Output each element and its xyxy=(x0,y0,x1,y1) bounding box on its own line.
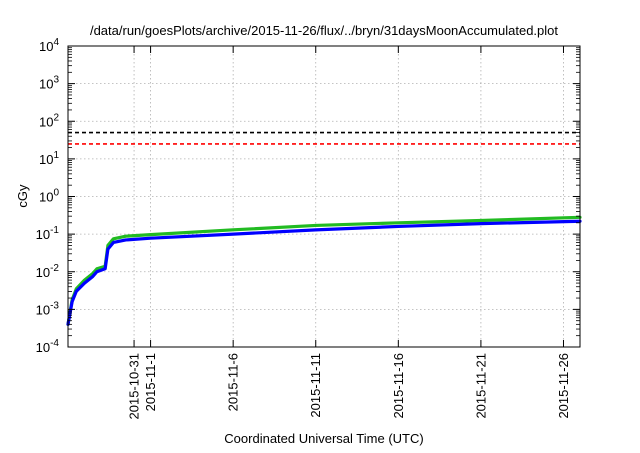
x-tick-label: 2015-10-31 xyxy=(127,353,142,420)
y-tick-base: 10 xyxy=(36,265,50,280)
y-tick-label: 10-4 xyxy=(36,338,60,355)
y-tick-label: 10-1 xyxy=(36,225,60,242)
data-series xyxy=(66,215,582,326)
x-axis-title: Coordinated Universal Time (UTC) xyxy=(224,431,423,446)
y-tick-exponent: -2 xyxy=(50,263,59,274)
y-tick-exponent: -1 xyxy=(50,225,59,236)
x-tick-label: 2015-11-11 xyxy=(308,353,323,418)
y-tick-base: 10 xyxy=(36,227,50,242)
y-tick-exponent: 4 xyxy=(53,37,59,48)
y-tick-label: 102 xyxy=(39,112,59,129)
y-tick-label: 101 xyxy=(39,150,59,167)
x-tick-label: 2015-11-26 xyxy=(556,353,571,419)
y-tick-base: 10 xyxy=(39,77,53,92)
y-tick-exponent: 1 xyxy=(53,150,59,161)
y-tick-label: 10-3 xyxy=(36,300,60,317)
x-tick-label: 2015-11-16 xyxy=(391,353,406,419)
series-line-1 xyxy=(66,215,582,326)
grid-lines xyxy=(68,45,580,348)
series-line-2 xyxy=(66,219,582,326)
y-tick-base: 10 xyxy=(39,114,53,129)
y-tick-label: 100 xyxy=(39,188,59,205)
x-tick-label: 2015-11-1 xyxy=(143,353,158,411)
tick-labels: 10-410-310-210-11001011021031042015-10-3… xyxy=(36,37,571,420)
y-tick-label: 104 xyxy=(39,37,59,54)
y-tick-label: 10-2 xyxy=(36,263,60,280)
x-tick-label: 2015-11-21 xyxy=(473,353,488,419)
y-tick-base: 10 xyxy=(39,39,53,54)
y-tick-exponent: -4 xyxy=(50,338,59,349)
y-tick-base: 10 xyxy=(39,190,53,205)
chart-title: /data/run/goesPlots/archive/2015-11-26/f… xyxy=(90,23,558,38)
reference-lines xyxy=(68,131,580,145)
y-tick-exponent: -3 xyxy=(50,300,59,311)
y-tick-exponent: 0 xyxy=(53,188,59,199)
y-tick-base: 10 xyxy=(39,152,53,167)
y-axis-title: cGy xyxy=(15,184,30,208)
y-tick-base: 10 xyxy=(36,302,50,317)
axis-ticks xyxy=(68,45,580,348)
y-tick-exponent: 3 xyxy=(53,75,59,86)
y-tick-exponent: 2 xyxy=(53,112,59,123)
y-tick-base: 10 xyxy=(36,340,50,355)
x-tick-label: 2015-11-6 xyxy=(226,353,241,411)
y-tick-label: 103 xyxy=(39,75,59,92)
